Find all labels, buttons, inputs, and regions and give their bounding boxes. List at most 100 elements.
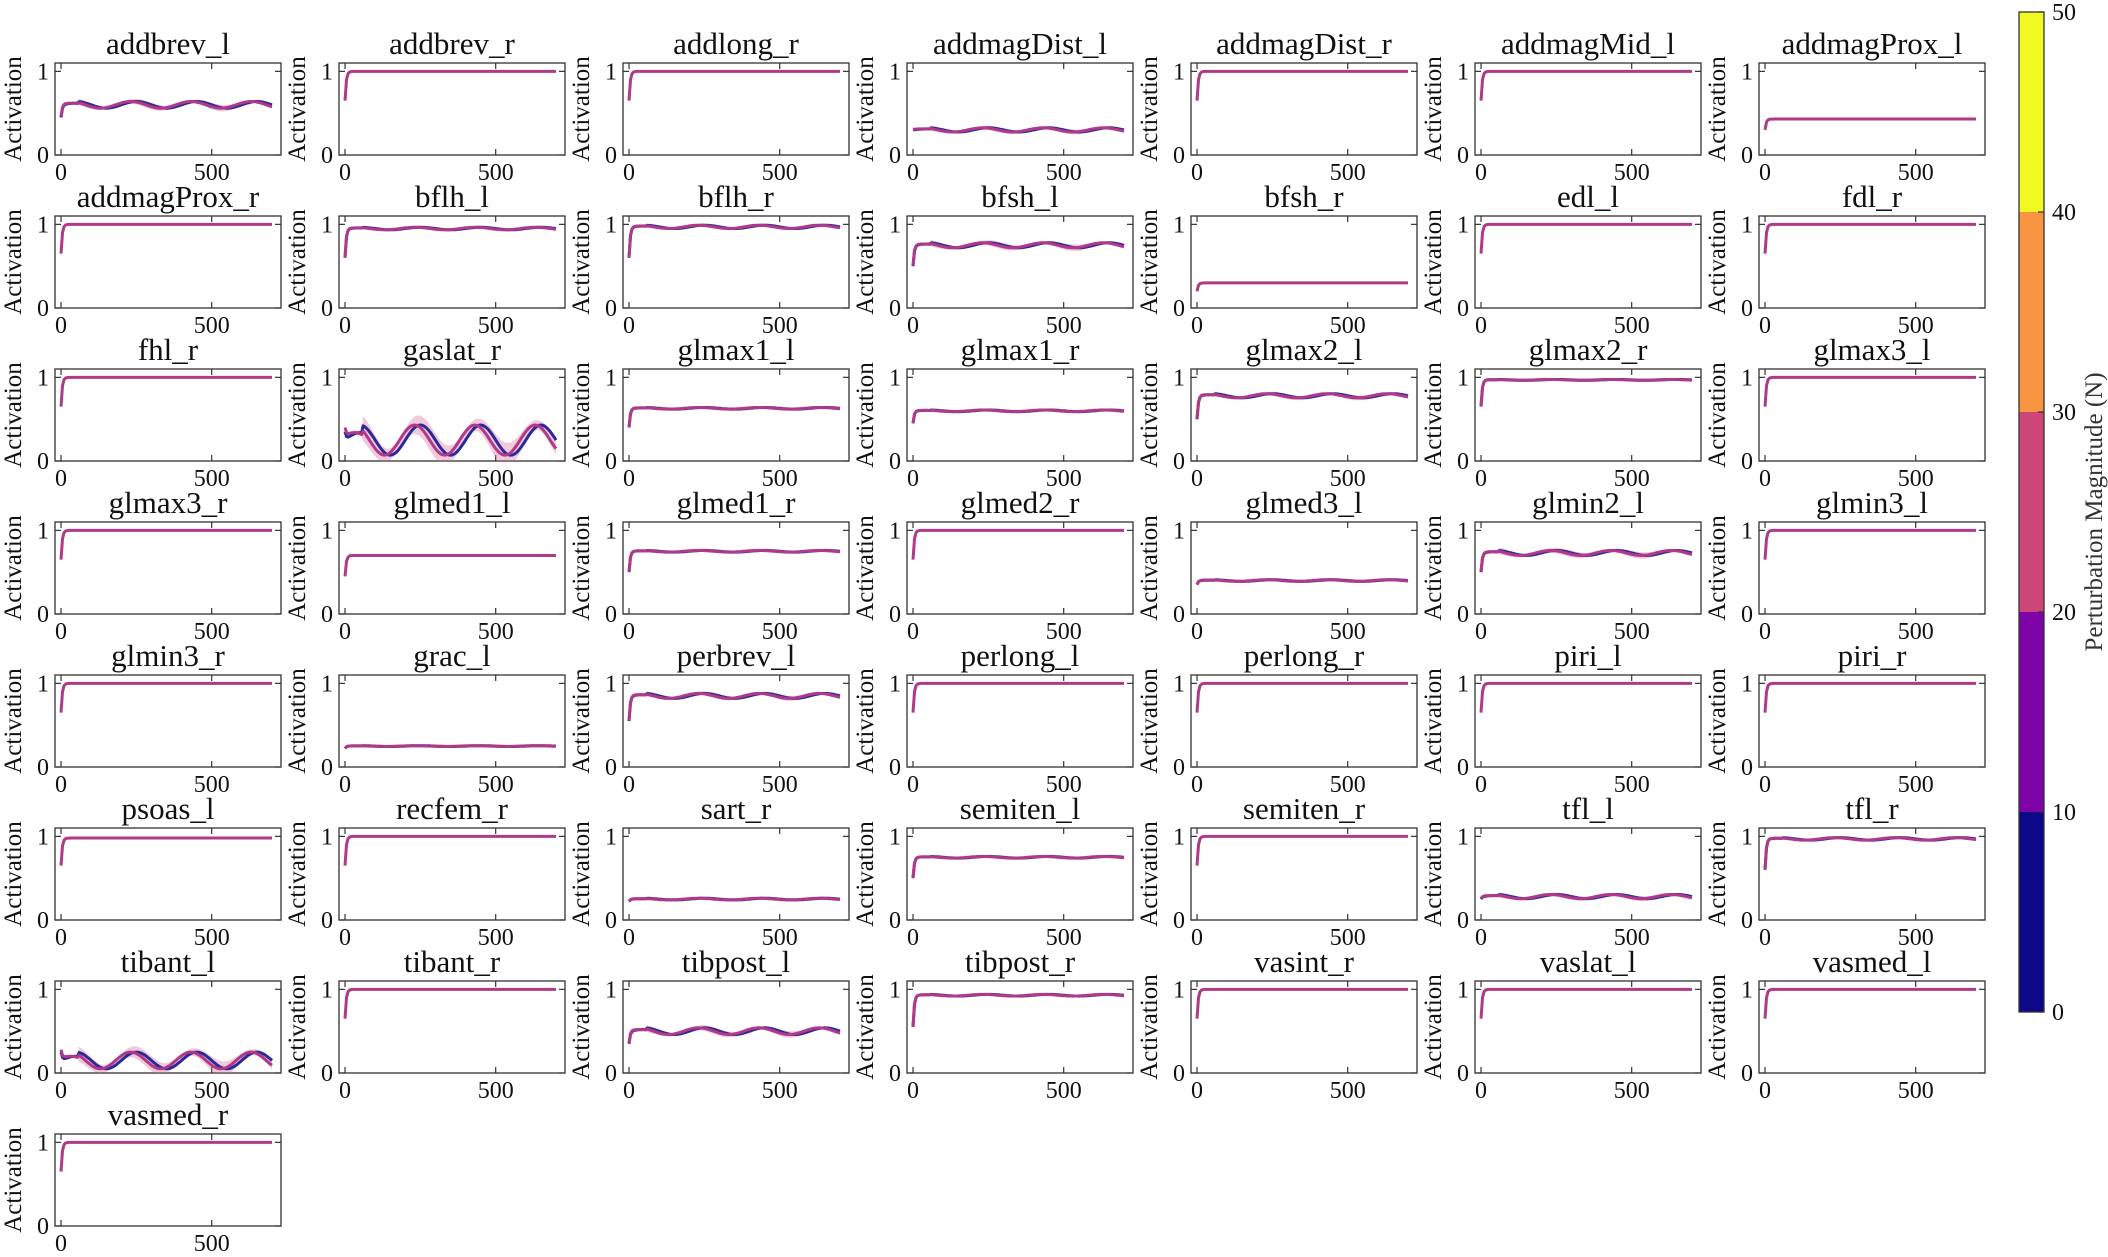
panel-vasint_r: vasint_r Activation 0 1 0 500 [1136, 944, 1418, 1104]
colorbar-tick-label: 50 [2052, 0, 2076, 26]
y-tick-label: 0 [1457, 755, 1469, 781]
series-line [343, 744, 556, 750]
panel-bflh_l: bflh_l Activation 0 1 0 500 [284, 179, 566, 339]
series-line [59, 375, 272, 407]
y-axis-label: Activation [1704, 821, 1731, 927]
axes-frame [622, 368, 850, 462]
series-line [911, 241, 1125, 266]
colorbar: 0 10 20 30 40 50 Perturbation Magnitude (N) [2018, 0, 2108, 1026]
y-tick-label: 1 [1173, 671, 1185, 697]
y-tick-label: 1 [1741, 824, 1753, 850]
y-tick-label: 1 [889, 212, 901, 238]
axes-frame [1474, 980, 1702, 1074]
y-tick-label: 1 [1173, 59, 1185, 85]
y-axis-label: Activation [1136, 821, 1163, 927]
panel-vasmed_r: vasmed_r Activation 0 1 0 500 [0, 1097, 282, 1257]
y-axis-label: Activation [852, 209, 879, 315]
series-line [1195, 392, 1409, 419]
y-tick-label: 0 [321, 296, 333, 322]
axes-frame [906, 674, 1134, 768]
panel-title: addbrev_r [389, 26, 515, 61]
axes-frame [338, 980, 566, 1074]
y-axis-label: Activation [284, 56, 311, 162]
x-tick-label: 0 [1191, 925, 1203, 951]
series-line [912, 126, 1125, 134]
axes-frame [338, 215, 566, 309]
series-line [59, 528, 272, 560]
series-line [1763, 836, 1977, 870]
y-tick-label: 1 [37, 1130, 49, 1156]
y-tick-label: 1 [1457, 977, 1469, 1003]
y-axis-label: Activation [1420, 515, 1447, 621]
axes-frame [1758, 62, 1986, 156]
panel-glmax1_r: glmax1_r Activation 0 1 0 500 [852, 332, 1134, 492]
y-tick-label: 0 [321, 1061, 333, 1087]
axes-frame [1758, 521, 1986, 615]
axes-frame [1758, 368, 1986, 462]
panel-tfl_l: tfl_l Activation 0 1 0 500 [1420, 791, 1702, 951]
x-tick-label: 500 [1330, 619, 1366, 645]
x-tick-label: 500 [478, 1078, 514, 1104]
x-tick-label: 0 [1759, 925, 1771, 951]
panel-glmed3_l: glmed3_l Activation 0 1 0 500 [1136, 485, 1418, 645]
x-tick-label: 500 [762, 619, 798, 645]
series-line [1763, 987, 1976, 1019]
panel-glmin3_l: glmin3_l Activation 0 1 0 500 [1704, 485, 1986, 645]
x-tick-label: 0 [623, 160, 635, 186]
x-tick-label: 500 [1614, 466, 1650, 492]
panel-fhl_r: fhl_r Activation 0 1 0 500 [0, 332, 282, 492]
x-tick-label: 0 [55, 1078, 67, 1104]
panel-fdl_r: fdl_r Activation 0 1 0 500 [1704, 179, 1986, 339]
x-tick-label: 0 [1759, 160, 1771, 186]
panel-title: semiten_l [960, 791, 1081, 826]
y-axis-label: Activation [568, 821, 595, 927]
axes-frame [906, 215, 1134, 309]
y-tick-label: 0 [605, 143, 617, 169]
panel-perlong_r: perlong_r Activation 0 1 0 500 [1136, 638, 1418, 798]
axes-frame [622, 827, 850, 921]
series-line [1479, 548, 1693, 572]
x-tick-label: 500 [478, 466, 514, 492]
x-tick-label: 0 [907, 313, 919, 339]
x-tick-label: 500 [1614, 160, 1650, 186]
axes-frame [338, 62, 566, 156]
series-line [911, 681, 1124, 713]
y-axis-label: Activation [0, 56, 27, 162]
series-line [911, 408, 1125, 424]
series-line [1763, 222, 1976, 254]
y-axis-label: Activation [852, 974, 879, 1080]
panel-title: glmin3_l [1816, 485, 1928, 520]
x-tick-label: 500 [1898, 925, 1934, 951]
panel-title: tibpost_r [965, 944, 1076, 979]
axes-frame [54, 827, 282, 921]
axes-frame [1190, 521, 1418, 615]
x-tick-label: 0 [1191, 619, 1203, 645]
x-tick-label: 0 [1475, 313, 1487, 339]
y-tick-label: 1 [605, 518, 617, 544]
x-tick-label: 0 [55, 466, 67, 492]
panel-title: glmin2_l [1532, 485, 1644, 520]
x-tick-label: 500 [1614, 772, 1650, 798]
y-tick-label: 0 [321, 908, 333, 934]
axes-frame [1474, 62, 1702, 156]
x-tick-label: 500 [1898, 466, 1934, 492]
series-line [627, 69, 840, 101]
x-tick-label: 0 [1191, 466, 1203, 492]
panel-title: glmed2_r [961, 485, 1080, 520]
axes-frame [338, 674, 566, 768]
y-tick-label: 0 [889, 449, 901, 475]
y-axis-label: Activation [852, 515, 879, 621]
series-line [1763, 117, 1976, 131]
x-tick-label: 0 [623, 313, 635, 339]
panel-glmed1_l: glmed1_l Activation 0 1 0 500 [284, 485, 566, 645]
panel-title: tfl_l [1562, 791, 1614, 826]
panel-psoas_l: psoas_l Activation 0 1 0 500 [0, 791, 282, 951]
axes-frame [622, 215, 850, 309]
panel-tibpost_r: tibpost_r Activation 0 1 0 500 [852, 944, 1134, 1104]
x-tick-label: 500 [1046, 619, 1082, 645]
x-tick-label: 0 [55, 313, 67, 339]
axes-frame [906, 827, 1134, 921]
x-tick-label: 500 [762, 160, 798, 186]
x-tick-label: 500 [1898, 619, 1934, 645]
